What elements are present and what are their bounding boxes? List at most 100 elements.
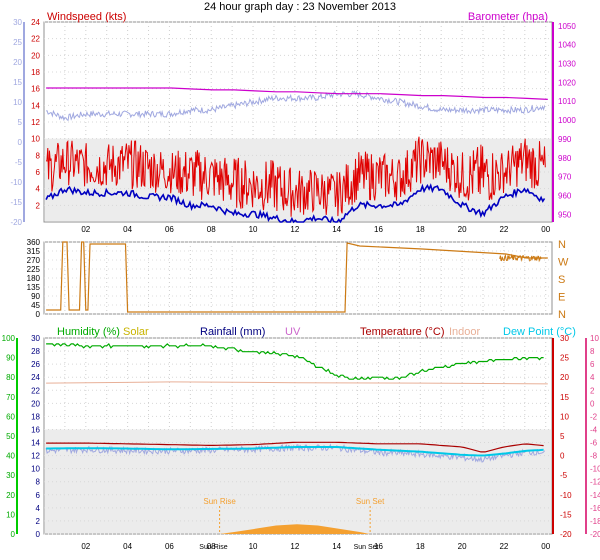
temp-tick-label: 10 [13, 98, 22, 107]
climate-temp-tick-label: -5 [560, 471, 568, 480]
x-tick-label: 08 [207, 225, 216, 234]
rain-tick-label: 24 [31, 373, 40, 382]
barometer-axis-label: Barometer (hpa) [468, 11, 548, 23]
humidity-tick-label: 50 [6, 432, 15, 441]
uv-tick-label: 6 [590, 360, 595, 369]
baro-tick-label: 1010 [558, 97, 576, 106]
humidity-tick-label: 90 [6, 354, 15, 363]
panel1-temp-line [46, 90, 546, 122]
climate-temp-tick-label: 30 [560, 334, 569, 343]
rain-tick-label: 6 [36, 491, 41, 500]
solar-area [219, 524, 371, 534]
direction-tick-label: 270 [27, 256, 41, 265]
uv-tick-label: -18 [590, 517, 600, 526]
baro-tick-label: 960 [558, 192, 572, 201]
x-tick-label: 18 [416, 225, 425, 234]
x-tick-label: 04 [123, 542, 132, 551]
baro-tick-label: 1050 [558, 22, 576, 31]
humidity-tick-label: 30 [6, 471, 15, 480]
temperature-line [46, 441, 544, 453]
humidity-tick-label: 10 [6, 510, 15, 519]
uv-tick-label: 2 [590, 386, 595, 395]
baro-tick-label: 1000 [558, 116, 576, 125]
uv-tick-label: 10 [590, 334, 599, 343]
x-tick-label: 22 [499, 542, 508, 551]
temp-tick-label: -5 [15, 158, 23, 167]
climate-temp-tick-label: 25 [560, 354, 569, 363]
baro-tick-label: 970 [558, 173, 572, 182]
rain-tick-label: 0 [36, 530, 41, 539]
x-tick-label: 00 [541, 225, 550, 234]
temp-tick-label: 25 [13, 38, 22, 47]
uv-tick-label: -4 [590, 425, 598, 434]
wind-direction-noise [499, 253, 542, 263]
humidity-tick-label: 40 [6, 452, 15, 461]
temp-tick-label: -10 [10, 178, 22, 187]
uv-tick-label: -10 [590, 465, 600, 474]
x-tick-label: 22 [499, 225, 508, 234]
sunrise-label: Sun Rise [203, 497, 236, 506]
compass-label: N [558, 239, 566, 251]
sunrise-tick-label: Sun Rise [199, 544, 228, 551]
wind-tick-label: 8 [36, 151, 41, 160]
x-tick-label: 20 [458, 542, 467, 551]
rain-tick-label: 30 [31, 334, 40, 343]
temp-tick-label: -15 [10, 198, 22, 207]
uv-tick-label: 0 [590, 399, 595, 408]
axes: 24681012141618202224-20-15-10-5051015202… [2, 18, 600, 539]
baro-tick-label: 1030 [558, 60, 576, 69]
indoor-line [46, 381, 548, 385]
direction-tick-label: 135 [27, 283, 41, 292]
uv-tick-label: 8 [590, 347, 595, 356]
humidity-tick-label: 60 [6, 412, 15, 421]
dewpoint-line [46, 446, 544, 457]
climate-temp-tick-label: -20 [560, 530, 572, 539]
compass-label: S [558, 274, 565, 286]
uv-tick-label: -20 [590, 530, 600, 539]
direction-tick-label: 315 [27, 247, 41, 256]
wind-tick-label: 18 [31, 68, 40, 77]
x-tick-label: 02 [81, 542, 90, 551]
avg-wind-line [45, 183, 546, 224]
baro-tick-label: 990 [558, 135, 572, 144]
direction-tick-label: 360 [27, 238, 41, 247]
direction-tick-label: 0 [36, 310, 41, 319]
uv-tick-label: -16 [590, 504, 600, 513]
dewpoint-label: Dew Point (°C) [503, 326, 576, 338]
climate-temp-tick-label: 5 [560, 432, 565, 441]
x-tick-label: 14 [332, 542, 341, 551]
rain-tick-label: 20 [31, 399, 40, 408]
x-tick-label: 06 [165, 225, 174, 234]
baro-tick-label: 1040 [558, 41, 576, 50]
wind-tick-label: 10 [31, 135, 40, 144]
x-tick-label: 20 [458, 225, 467, 234]
windspeed-axis-label: Windspeed (kts) [47, 11, 126, 23]
uv-tick-label: -14 [590, 491, 600, 500]
uv-tick-label: 4 [590, 373, 595, 382]
barometer-line [46, 87, 548, 100]
temp-tick-label: -20 [10, 218, 22, 227]
rain-tick-label: 2 [36, 517, 41, 526]
x-tick-label: 06 [165, 542, 174, 551]
humidity-label: Humidity (%) [57, 326, 120, 338]
rain-tick-label: 22 [31, 386, 40, 395]
rain-tick-label: 4 [36, 504, 41, 513]
rain-tick-label: 28 [31, 347, 40, 356]
wind-tick-label: 16 [31, 85, 40, 94]
humidity-tick-label: 70 [6, 393, 15, 402]
wind-direction-line [46, 241, 548, 313]
x-tick-label: 12 [290, 225, 299, 234]
uv-tick-label: -6 [590, 439, 598, 448]
x-tick-label: 10 [249, 225, 258, 234]
wind-tick-label: 12 [31, 118, 40, 127]
uv-tick-label: -2 [590, 412, 598, 421]
temp-tick-label: 15 [13, 78, 22, 87]
direction-tick-label: 180 [27, 274, 41, 283]
uv-tick-label: -12 [590, 478, 600, 487]
x-tick-labels: 02 04 06 08 10 12 14 16 18 20 22 00 02 04 06 08 10 12 14 16… [81, 225, 550, 551]
gust-line [45, 136, 546, 217]
humidity-tick-label: 80 [6, 373, 15, 382]
humidity-line [46, 342, 544, 381]
series: Sun Rise Sun Set [45, 87, 548, 534]
